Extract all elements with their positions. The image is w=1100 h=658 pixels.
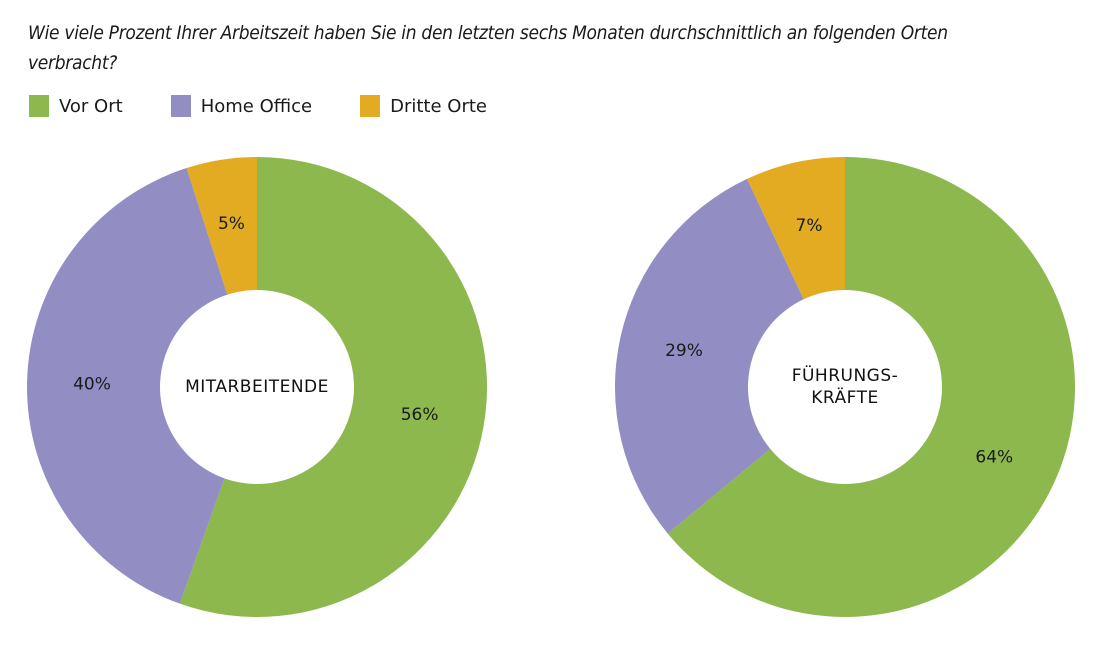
slice-home-office (27, 168, 257, 604)
slice-label: 29% (665, 341, 703, 361)
slice-label: 40% (73, 374, 111, 394)
legend-item-home-office: Home Office (170, 95, 313, 117)
center-label: MITARBEITENDE (185, 377, 329, 397)
slice-home-office (615, 178, 845, 534)
legend: Vor Ort Home Office Dritte Orte (29, 95, 487, 117)
slice-label: 56% (401, 405, 439, 425)
donut-hole (748, 290, 942, 484)
legend-label: Vor Ort (59, 95, 123, 117)
legend-label: Dritte Orte (390, 95, 487, 117)
chart-title: Wie viele Prozent Ihrer Arbeitszeit habe… (28, 22, 948, 74)
center-label: KRÄFTE (811, 387, 879, 408)
legend-swatch (360, 95, 381, 117)
legend-swatch (170, 95, 191, 117)
donut-chart-1: 56% 40% 5% MITARBEITENDE (27, 157, 488, 617)
slice-label: 7% (796, 216, 823, 236)
donut-hole (160, 290, 354, 484)
legend-swatch (29, 95, 49, 117)
donut-chart-2: 64% 29% 7% FÜHRUNGS-KRÄFTE (615, 157, 1075, 617)
legend-label: Home Office (200, 95, 313, 117)
legend-item-dritte-orte: Dritte Orte (360, 95, 487, 117)
slice-label: 64% (975, 447, 1013, 467)
center-label: FÜHRUNGS- (792, 364, 899, 386)
legend-item-vor-ort: Vor Ort (29, 95, 123, 117)
slice-label: 5% (218, 214, 245, 234)
